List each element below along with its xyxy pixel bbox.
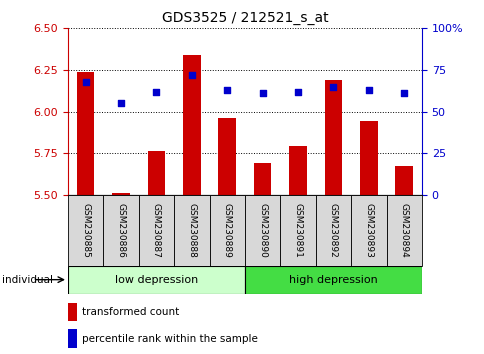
Text: GSM230885: GSM230885 (81, 202, 90, 258)
Bar (280, 195, 315, 266)
Bar (174, 195, 209, 266)
Bar (68, 266, 244, 294)
Text: high depression: high depression (288, 275, 377, 285)
Point (399, 90, 407, 96)
Text: percentile rank within the sample: percentile rank within the sample (82, 334, 257, 344)
Point (223, 87, 230, 93)
Bar (253, 163, 271, 195)
Text: GSM230887: GSM230887 (151, 202, 161, 258)
Bar (288, 147, 306, 195)
Bar (147, 152, 165, 195)
Bar (182, 55, 200, 195)
Text: GSM230893: GSM230893 (363, 202, 373, 258)
Bar (359, 121, 377, 195)
Bar (244, 266, 421, 294)
Bar (386, 195, 421, 266)
Text: low depression: low depression (115, 275, 197, 285)
Bar (244, 195, 280, 266)
Point (187, 72, 195, 78)
Bar (68, 329, 76, 348)
Point (81, 79, 89, 84)
Point (152, 89, 160, 95)
Text: GSM230890: GSM230890 (257, 202, 267, 258)
Point (293, 89, 301, 95)
Text: GSM230894: GSM230894 (399, 203, 408, 257)
Bar (209, 195, 244, 266)
Bar (394, 166, 412, 195)
Bar (68, 195, 103, 266)
Bar (324, 80, 342, 195)
Text: GSM230888: GSM230888 (187, 202, 196, 258)
Point (329, 84, 336, 89)
Bar (315, 195, 350, 266)
Bar (68, 303, 76, 321)
Text: GSM230891: GSM230891 (293, 202, 302, 258)
Text: individual: individual (2, 275, 53, 285)
Bar (103, 195, 138, 266)
Bar (218, 118, 236, 195)
Bar (76, 72, 94, 195)
Text: GSM230889: GSM230889 (222, 202, 231, 258)
Title: GDS3525 / 212521_s_at: GDS3525 / 212521_s_at (161, 11, 328, 24)
Bar (350, 195, 386, 266)
Point (117, 101, 124, 106)
Bar (138, 195, 174, 266)
Text: GSM230886: GSM230886 (116, 202, 125, 258)
Text: GSM230892: GSM230892 (328, 203, 337, 257)
Point (364, 87, 372, 93)
Bar (112, 193, 130, 195)
Text: transformed count: transformed count (82, 307, 179, 317)
Point (258, 90, 266, 96)
